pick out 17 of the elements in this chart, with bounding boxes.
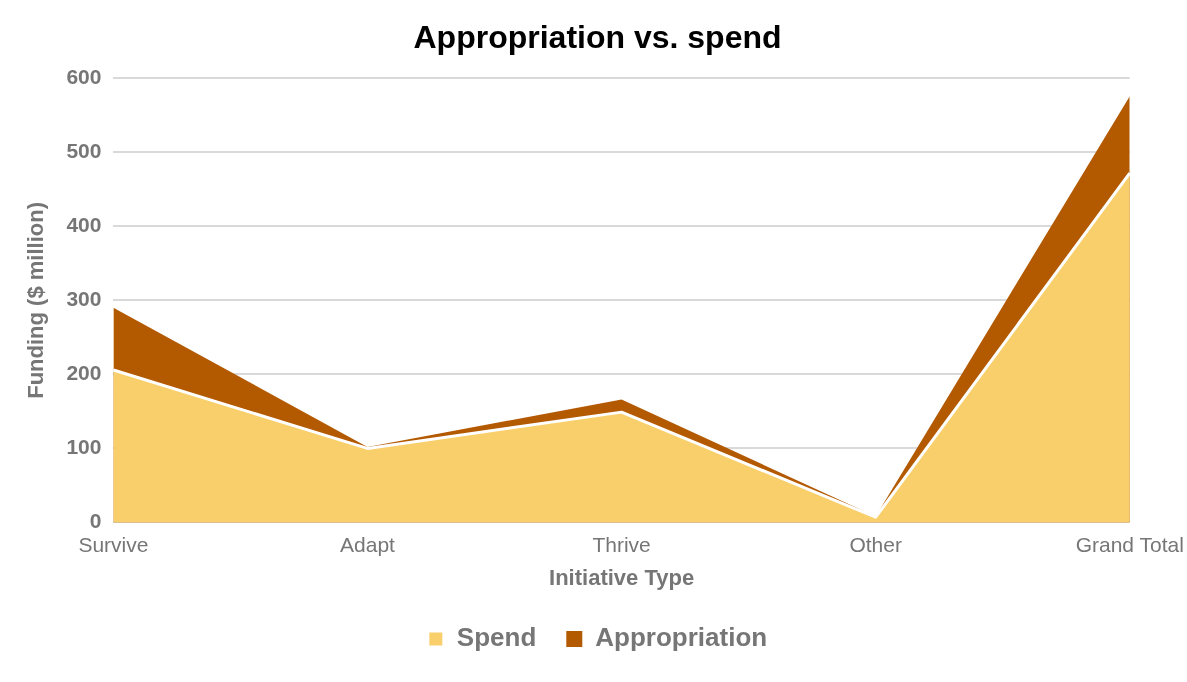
y-tick-label: 100 [66, 435, 102, 459]
y-tick-label: 300 [66, 287, 102, 311]
x-axis-title: Initiative Type [549, 564, 695, 590]
y-tick-label: 400 [66, 213, 102, 237]
y-tick-label: 500 [66, 139, 102, 163]
x-tick-label: Thrive [592, 532, 651, 556]
y-tick-label: 600 [66, 65, 102, 89]
y-tick-label: 0 [89, 509, 102, 533]
legend-label: Appropriation [595, 622, 768, 653]
x-tick-label: Survive [78, 532, 149, 556]
y-tick-label: 200 [66, 361, 102, 385]
y-axis-title: Funding ($ million) [23, 202, 49, 399]
x-tick-label: Adapt [340, 532, 396, 556]
x-tick-label: Other [849, 532, 902, 556]
x-tick-label: Grand Total [1075, 532, 1184, 556]
legend-label: Spend [456, 622, 537, 653]
chart-title: Appropriation vs. spend [413, 19, 782, 56]
